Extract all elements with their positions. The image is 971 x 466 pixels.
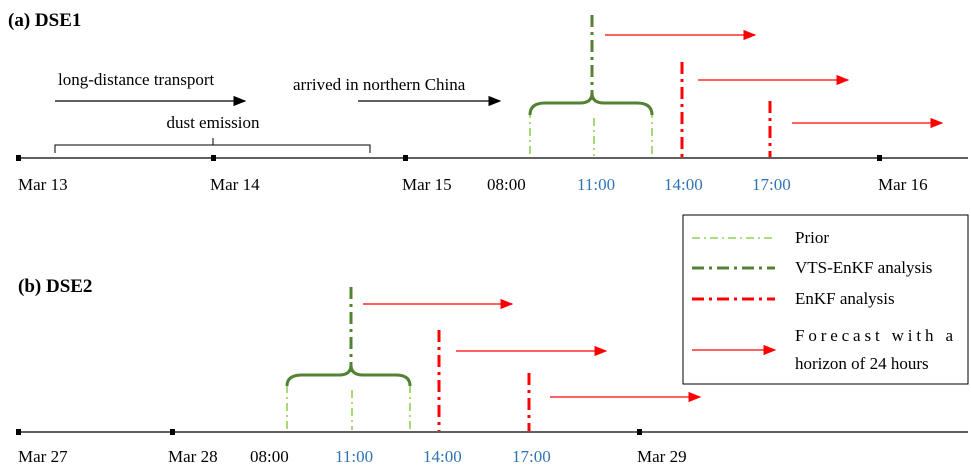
time-label: 08:00 (487, 175, 526, 194)
time-label: 17:00 (752, 175, 791, 194)
brace (285, 364, 412, 387)
panel-b: (b) DSE2 Mar 27 Mar 28 Mar 29 08:00 11:0… (16, 276, 968, 466)
legend-label: horizon of 24 hours (795, 354, 929, 373)
legend: Prior VTS-EnKF analysis EnKF analysis Fo… (682, 214, 969, 385)
date-label: Mar 15 (402, 175, 452, 194)
date-label: Mar 16 (878, 175, 928, 194)
panel-title: (a) DSE1 (8, 10, 81, 31)
legend-label: VTS-EnKF analysis (795, 258, 932, 277)
brace (528, 92, 654, 116)
annotation: dust emission (166, 113, 260, 132)
date-label: Mar 29 (637, 447, 687, 466)
legend-box (682, 214, 969, 385)
annotation: arrived in northern China (293, 75, 466, 94)
panel-a: (a) DSE1 long-distance transport arrived… (8, 10, 968, 194)
panel-title: (b) DSE2 (18, 276, 92, 297)
time-label: 17:00 (512, 447, 551, 466)
legend-label: EnKF analysis (795, 289, 895, 308)
time-label: 08:00 (250, 447, 289, 466)
date-label: Mar 28 (168, 447, 218, 466)
ticks (16, 429, 642, 435)
time-label: 11:00 (577, 175, 615, 194)
date-label: Mar 14 (210, 175, 260, 194)
bracket (54, 138, 371, 153)
ticks (16, 155, 882, 161)
legend-label: Prior (795, 228, 829, 247)
time-label: 14:00 (423, 447, 462, 466)
date-label: Mar 27 (18, 447, 68, 466)
date-label: Mar 13 (18, 175, 68, 194)
time-label: 14:00 (664, 175, 703, 194)
time-label: 11:00 (335, 447, 373, 466)
annotation: long-distance transport (58, 70, 215, 89)
